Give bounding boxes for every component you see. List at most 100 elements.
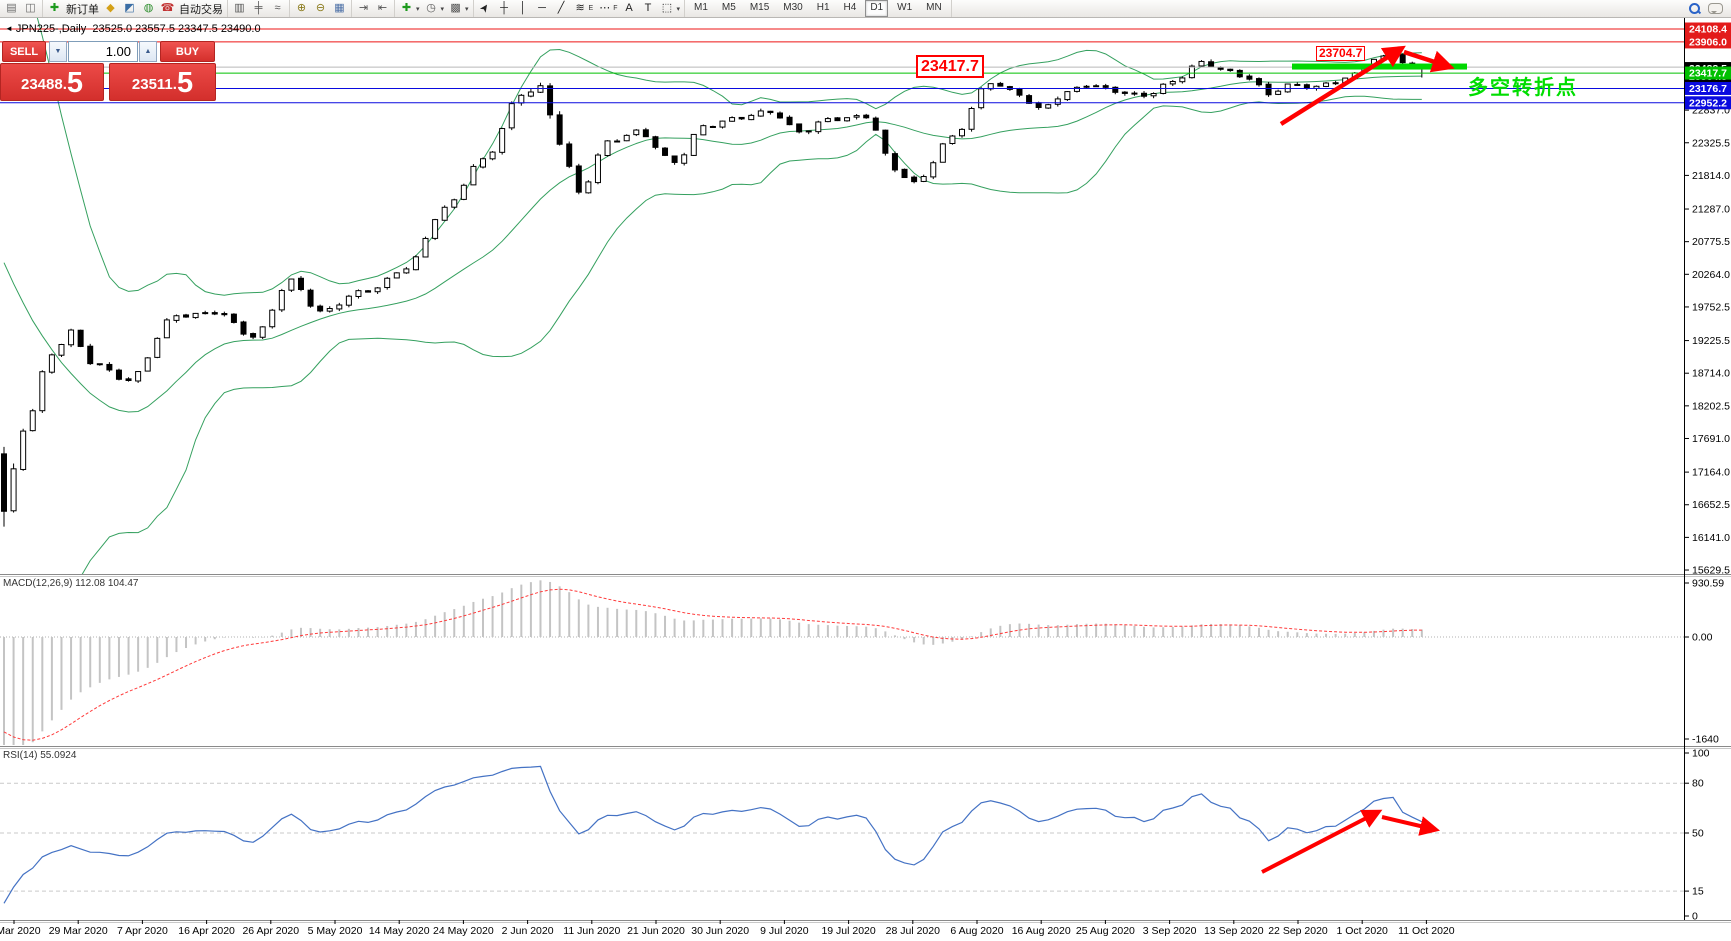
main-toolbar: ▤ ◫ ✚ 新订单 ◆ ◩ ◍ ☎ 自动交易 ▥ ╪ ≈ ⊕ ⊖ ▦ ⇥ ⇤ ✚ ▾ ◷ ▾ ▩ ▾ ➤ ┼ │ ─ ╱ ≋ E ⋯ F A T ⬚… bbox=[0, 0, 1731, 18]
collapse-triangle-icon[interactable]: ◄ bbox=[5, 24, 13, 33]
new-order-icon-label[interactable]: 新订单 bbox=[66, 3, 99, 16]
text-label-icon[interactable]: T bbox=[644, 2, 652, 14]
macd-axis-label: -1640 bbox=[1692, 734, 1719, 746]
history-center-icon[interactable]: ◆ bbox=[106, 2, 115, 14]
chat-icon[interactable] bbox=[1708, 3, 1723, 14]
candle-body bbox=[1102, 85, 1109, 88]
timeframe-button-h1[interactable]: H1 bbox=[816, 2, 830, 13]
candle-body bbox=[355, 290, 362, 297]
timeframe-button-h4[interactable]: H4 bbox=[843, 2, 857, 13]
timeframe-button-mn[interactable]: MN bbox=[926, 2, 942, 13]
fibonacci-icon[interactable]: ≋ bbox=[575, 2, 585, 14]
time-axis[interactable]: 9 Mar 2020 29 Mar 2020 7 Apr 2020 16 Apr 20… bbox=[0, 920, 1455, 937]
accounts-icon[interactable]: ◩ bbox=[124, 2, 135, 14]
equidistant-icon[interactable]: ⋯ bbox=[599, 2, 611, 14]
rsi-pane[interactable] bbox=[0, 765, 1684, 904]
bar-chart-icon[interactable]: ▥ bbox=[234, 2, 245, 14]
bull-bear-turning-point-note[interactable]: 多空转折点 bbox=[1468, 77, 1578, 99]
timeframe-button-m1[interactable]: M1 bbox=[694, 2, 708, 13]
candle-chart-icon[interactable]: ╪ bbox=[254, 2, 263, 14]
zoom-in-icon[interactable]: ⊕ bbox=[296, 2, 307, 14]
indicators-icon[interactable]: ✚ bbox=[401, 2, 412, 14]
candle-body bbox=[547, 85, 554, 116]
chart-background[interactable] bbox=[0, 17, 1731, 941]
candle-body bbox=[1, 453, 7, 512]
candle-body bbox=[729, 117, 736, 122]
time-tick-label: 5 May 2020 bbox=[308, 925, 363, 937]
chart-window-icon[interactable]: ▤ bbox=[6, 2, 17, 14]
sell-button[interactable]: SELL bbox=[2, 41, 46, 62]
red-down-arrow[interactable] bbox=[1403, 49, 1455, 73]
auto-scroll-icon[interactable]: ⇥ bbox=[358, 2, 369, 14]
symbol-period-label: JPN225-,Daily bbox=[15, 23, 87, 35]
line-chart-icon[interactable]: ≈ bbox=[274, 2, 281, 14]
tile-windows-icon[interactable]: ▦ bbox=[334, 2, 345, 14]
candle-body bbox=[211, 312, 218, 315]
price-axis[interactable]: 22837.022325.521814.021287.020775.520264… bbox=[1684, 22, 1731, 923]
volume-input[interactable] bbox=[68, 41, 138, 62]
macd-indicator-label: MACD(12,26,9) 112.08 104.47 bbox=[3, 578, 139, 589]
price-marker-bg bbox=[1685, 66, 1731, 80]
signals-icon[interactable]: ◍ bbox=[143, 2, 154, 14]
search-icon[interactable] bbox=[1689, 3, 1700, 14]
sell-price-display[interactable]: 23488. 5 bbox=[0, 63, 104, 101]
periods-icon[interactable]: ◷ bbox=[426, 2, 436, 14]
candle-body bbox=[154, 337, 161, 358]
timeframe-button-m30[interactable]: M30 bbox=[783, 2, 803, 13]
red-up-arrow[interactable] bbox=[1279, 45, 1406, 126]
rsi-axis-label: 100 bbox=[1692, 748, 1710, 760]
periods-icon-caret[interactable]: ▾ bbox=[440, 5, 445, 13]
candle-body bbox=[87, 345, 94, 365]
text-icon[interactable]: A bbox=[625, 2, 633, 14]
volume-decrease-button[interactable]: ▼ bbox=[49, 41, 67, 62]
buy-price-display[interactable]: 23511. 5 bbox=[109, 63, 216, 101]
candle-body bbox=[221, 313, 228, 316]
chart-shift-icon[interactable]: ⇤ bbox=[377, 2, 388, 14]
new-order-icon[interactable]: ✚ bbox=[49, 2, 60, 14]
price-tick-label: 22325.5 bbox=[1692, 137, 1730, 149]
candle-body bbox=[1265, 83, 1272, 96]
price-level-annotation-23417[interactable]: 23417.7 bbox=[916, 55, 984, 78]
rsi-axis-label: 80 bbox=[1692, 778, 1704, 790]
cursor-icon[interactable]: ➤ bbox=[477, 0, 493, 16]
toolbar-group-4: ⇥ ⇤ bbox=[352, 0, 395, 17]
vertical-line-icon[interactable]: │ bbox=[519, 2, 527, 14]
chart-preview-icon[interactable]: ◫ bbox=[25, 2, 36, 14]
candle-body bbox=[1150, 93, 1157, 97]
candle-body bbox=[365, 290, 372, 293]
shapes-icon-caret[interactable]: ▾ bbox=[676, 5, 681, 13]
volume-increase-button[interactable]: ▲ bbox=[139, 41, 157, 62]
horizontal-line-icon[interactable]: ─ bbox=[538, 2, 546, 14]
price-level-annotation-23704[interactable]: 23704.7 bbox=[1316, 46, 1366, 61]
shapes-icon[interactable]: ⬚ bbox=[661, 2, 673, 14]
macd-axis-label: 930.59 bbox=[1692, 578, 1724, 590]
templates-icon-caret[interactable]: ▾ bbox=[465, 5, 469, 13]
auto-trading-icon-label[interactable]: 自动交易 bbox=[179, 3, 223, 16]
zoom-out-icon[interactable]: ⊖ bbox=[315, 2, 326, 14]
indicators-icon-caret[interactable]: ▾ bbox=[416, 5, 420, 13]
macd-pane[interactable] bbox=[0, 580, 1684, 745]
candle-body bbox=[278, 290, 285, 311]
candle-body bbox=[537, 85, 544, 93]
timeframe-button-m15[interactable]: M15 bbox=[749, 2, 770, 13]
price-tick-label: 19752.5 bbox=[1692, 301, 1730, 313]
templates-icon[interactable]: ▩ bbox=[450, 2, 461, 14]
thick-green-trend-segment[interactable] bbox=[1292, 63, 1467, 70]
main-pane[interactable] bbox=[0, 0, 1684, 641]
auto-trading-icon[interactable]: ☎ bbox=[160, 2, 175, 14]
timeframe-button-d1[interactable]: D1 bbox=[865, 0, 889, 17]
candle-body bbox=[269, 309, 276, 328]
rsi-red-up-arrow[interactable] bbox=[1261, 809, 1383, 874]
timeframe-button-w1[interactable]: W1 bbox=[897, 2, 913, 13]
crosshair-icon[interactable]: ┼ bbox=[500, 2, 508, 14]
candle-body bbox=[230, 313, 237, 323]
buy-button[interactable]: BUY bbox=[160, 41, 215, 62]
candle-body bbox=[1323, 82, 1330, 87]
timeframe-button-m5[interactable]: M5 bbox=[721, 2, 736, 13]
rsi-red-down-arrow[interactable] bbox=[1381, 815, 1441, 836]
candle-body bbox=[336, 304, 343, 310]
trendline-icon[interactable]: ╱ bbox=[557, 2, 565, 14]
candle-body bbox=[20, 430, 27, 470]
candle-body bbox=[1332, 82, 1339, 85]
